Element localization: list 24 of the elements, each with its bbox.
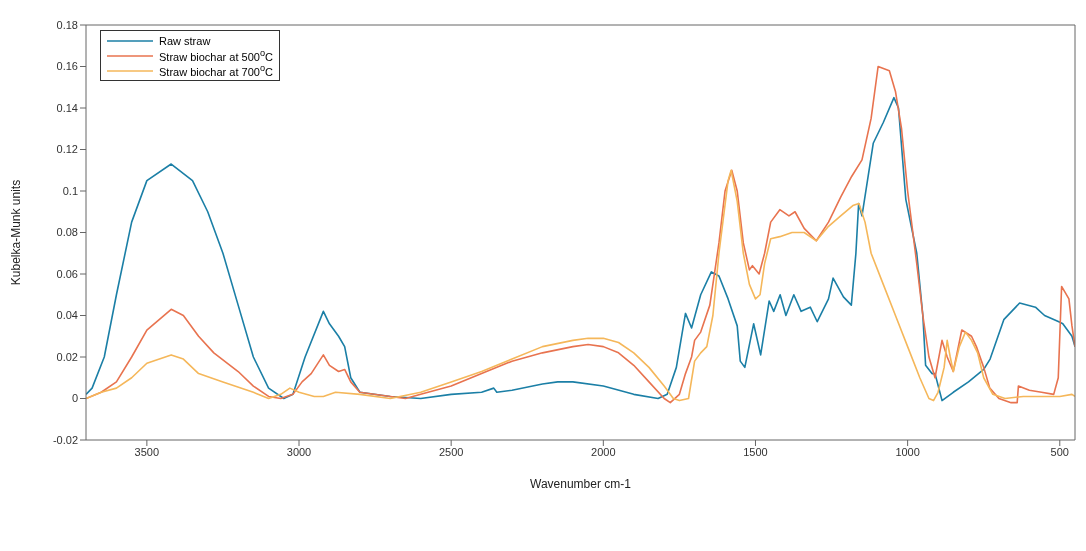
x-tick-label: 2500 xyxy=(438,445,464,458)
y-tick-label: 0.14 xyxy=(56,101,78,114)
y-axis-title: Kubelka-Munk units xyxy=(9,179,24,286)
y-tick-label: 0.18 xyxy=(56,18,78,31)
legend-label: Raw straw xyxy=(159,34,211,47)
line-series xyxy=(86,169,1075,402)
y-tick-label: -0.02 xyxy=(52,433,78,446)
x-tick-label: 2000 xyxy=(591,445,616,458)
x-tick-label: 3500 xyxy=(134,445,160,458)
x-axis-title: Wavenumber cm-1 xyxy=(530,477,632,491)
y-tick-label: 0.16 xyxy=(56,60,78,73)
legend-label: Straw biochar at 500$^{o}$C xyxy=(159,48,273,63)
legend-label: Straw biochar at 700$^{o}$C xyxy=(159,63,273,78)
x-tick-label: 1500 xyxy=(743,445,768,458)
y-tick-label: 0.12 xyxy=(56,143,78,156)
y-tick-label: 0.02 xyxy=(56,350,78,363)
y-tick-label: 0.06 xyxy=(56,267,78,280)
x-tick-label: 3000 xyxy=(286,445,312,458)
y-tick-label: 0 xyxy=(71,392,78,405)
x-tick-label: 1000 xyxy=(895,445,920,458)
y-tick-label: 0.08 xyxy=(56,226,78,239)
x-tick-label: 500 xyxy=(1050,445,1069,458)
y-tick-label: 0.1 xyxy=(62,184,78,197)
y-tick-label: 0.04 xyxy=(56,309,78,322)
